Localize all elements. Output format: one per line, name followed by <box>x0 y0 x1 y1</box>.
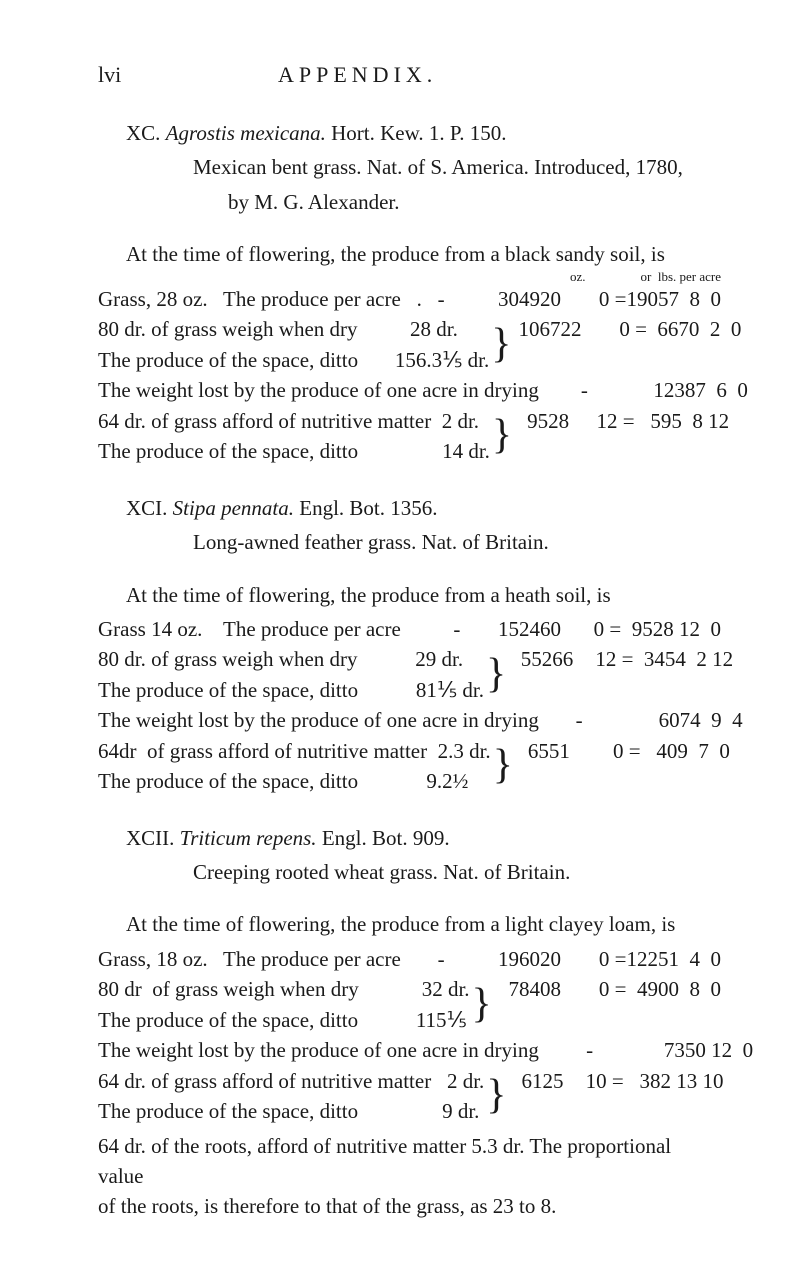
xci-r4b: The produce of the space, ditto 9.2½ <box>98 766 491 796</box>
xci-r2-oz: 55266 <box>508 644 573 674</box>
xci-heading: XCI. Stipa pennata. Engl. Bot. 1356. <box>98 493 721 523</box>
xci-r1-desc: Grass 14 oz. The produce per acre - <box>98 614 460 644</box>
xci-r4-group: 64dr of grass afford of nutritive matter… <box>98 736 515 797</box>
xcii-row1: Grass, 18 oz. The produce per acre - 196… <box>98 944 721 974</box>
xcii-r2a: 80 dr of grass weigh when dry 32 dr. <box>98 974 470 1004</box>
section-xci: XCI. Stipa pennata. Engl. Bot. 1356. Lon… <box>98 493 721 797</box>
xci-row3: The weight lost by the produce of one ac… <box>98 705 721 735</box>
xc-r1-tail: 0 =19057 8 0 <box>561 284 721 314</box>
xcii-r1-tail: 0 =12251 4 0 <box>561 944 721 974</box>
xc-r1-oz: 304920 <box>486 284 561 314</box>
brace-icon: } <box>489 326 513 364</box>
xcii-ref: Engl. Bot. 909. <box>322 826 450 850</box>
xcii-line2: Creeping rooted wheat grass. Nat. of Bri… <box>98 857 721 887</box>
xcii-heading: XCII. Triticum repens. Engl. Bot. 909. <box>98 823 721 853</box>
xcii-row4: 64 dr. of grass afford of nutritive matt… <box>98 1066 721 1127</box>
xc-row3: The weight lost by the produce of one ac… <box>98 375 721 405</box>
xcii-r4-oz: 6125 <box>508 1066 563 1096</box>
brace-icon: } <box>470 986 494 1024</box>
xci-r2-tail: 12 = 3454 2 12 <box>573 644 733 674</box>
xc-heading: XC. Agrostis mexicana. Hort. Kew. 1. P. … <box>98 118 721 148</box>
page: lvi APPENDIX. XC. Agrostis mexicana. Hor… <box>0 0 801 1288</box>
xcii-r3-tail: 7350 12 0 <box>593 1035 753 1065</box>
xcii-r2-oz: 78408 <box>496 974 561 1004</box>
xci-r3-desc: The weight lost by the produce of one ac… <box>98 705 583 735</box>
xc-r4b: The produce of the space, ditto 14 dr. <box>98 436 490 466</box>
xci-label: XCI. <box>126 496 167 520</box>
xc-name: Agrostis mexicana. <box>166 121 326 145</box>
xci-r2a: 80 dr. of grass weigh when dry 29 dr. <box>98 644 484 674</box>
xcii-intro: At the time of flowering, the produce fr… <box>98 909 721 939</box>
brace-icon: } <box>491 747 515 785</box>
xci-row1: Grass 14 oz. The produce per acre - 1524… <box>98 614 721 644</box>
xcii-r2-group: 80 dr of grass weigh when dry 32 dr. The… <box>98 974 494 1035</box>
xcii-row2: 80 dr of grass weigh when dry 32 dr. The… <box>98 974 721 1035</box>
xc-r4-oz: 9528 <box>514 406 569 436</box>
xcii-r4a: 64 dr. of grass afford of nutritive matt… <box>98 1066 484 1096</box>
xci-row2: 80 dr. of grass weigh when dry 29 dr. Th… <box>98 644 721 705</box>
xc-r4-tail: 12 = 595 8 12 <box>569 406 729 436</box>
xcii-row3: The weight lost by the produce of one ac… <box>98 1035 721 1065</box>
xci-name: Stipa pennata. <box>173 496 294 520</box>
xc-label: XC. <box>126 121 160 145</box>
xci-r2-group: 80 dr. of grass weigh when dry 29 dr. Th… <box>98 644 508 705</box>
xcii-foot1: 64 dr. of the roots, afford of nutritive… <box>98 1131 721 1192</box>
xc-r3-tail: 12387 6 0 <box>588 375 748 405</box>
xc-r4-group: 64 dr. of grass afford of nutritive matt… <box>98 406 514 467</box>
xc-r3-desc: The weight lost by the produce of one ac… <box>98 375 588 405</box>
xcii-r2b: The produce of the space, ditto 115⅕ <box>98 1005 470 1035</box>
xcii-r4-tail: 10 = 382 13 10 <box>563 1066 723 1096</box>
xci-r1-tail: 0 = 9528 12 0 <box>561 614 721 644</box>
xcii-foot2: of the roots, is therefore to that of th… <box>98 1191 721 1221</box>
xcii-r4-group: 64 dr. of grass afford of nutritive matt… <box>98 1066 508 1127</box>
xc-r2b: The produce of the space, ditto 156.3⅕ d… <box>98 345 489 375</box>
xci-intro: At the time of flowering, the produce fr… <box>98 580 721 610</box>
xci-r1-oz: 152460 <box>486 614 561 644</box>
page-title: APPENDIX. <box>278 62 437 88</box>
xc-r1-desc: Grass, 28 oz. The produce per acre . - <box>98 284 445 314</box>
brace-icon: } <box>484 1077 508 1115</box>
xc-row4: 64 dr. of grass afford of nutritive matt… <box>98 406 721 467</box>
xc-intro: At the time of flowering, the produce fr… <box>98 239 721 269</box>
xci-r4a: 64dr of grass afford of nutritive matter… <box>98 736 491 766</box>
brace-icon: } <box>490 417 514 455</box>
xcii-r1-desc: Grass, 18 oz. The produce per acre - <box>98 944 445 974</box>
xc-line3: by M. G. Alexander. <box>98 187 721 217</box>
xc-r2-tail: 0 = 6670 2 0 <box>581 314 741 344</box>
xc-row1: Grass, 28 oz. The produce per acre . - 3… <box>98 284 721 314</box>
brace-icon: } <box>484 656 508 694</box>
xci-row4: 64dr of grass afford of nutritive matter… <box>98 736 721 797</box>
xc-r2a: 80 dr. of grass weigh when dry 28 dr. <box>98 314 489 344</box>
xci-r4-tail: 0 = 409 7 0 <box>570 736 730 766</box>
xcii-r3-desc: The weight lost by the produce of one ac… <box>98 1035 593 1065</box>
xcii-r1-oz: 196020 <box>486 944 561 974</box>
xci-r4-oz: 6551 <box>515 736 570 766</box>
xc-ref: Hort. Kew. 1. P. 150. <box>331 121 506 145</box>
section-xc: XC. Agrostis mexicana. Hort. Kew. 1. P. … <box>98 118 721 467</box>
xci-ref: Engl. Bot. 1356. <box>299 496 437 520</box>
xc-r2-oz: 106722 <box>513 314 581 344</box>
xcii-label: XCII. <box>126 826 174 850</box>
xc-r4a: 64 dr. of grass afford of nutritive matt… <box>98 406 490 436</box>
xci-r3-tail: 6074 9 4 <box>583 705 743 735</box>
xc-r2-group: 80 dr. of grass weigh when dry 28 dr. Th… <box>98 314 513 375</box>
page-header: lvi APPENDIX. <box>98 62 721 88</box>
xcii-name: Triticum repens. <box>180 826 317 850</box>
xc-note-oz: oz. <box>570 270 586 284</box>
xcii-r2-tail: 0 = 4900 8 0 <box>561 974 721 1004</box>
xc-row2: 80 dr. of grass weigh when dry 28 dr. Th… <box>98 314 721 375</box>
xcii-r4b: The produce of the space, ditto 9 dr. <box>98 1096 484 1126</box>
xc-note-row: oz. or lbs. per acre <box>98 270 721 284</box>
xci-r2b: The produce of the space, ditto 81⅕ dr. <box>98 675 484 705</box>
xc-note-or: or lbs. per acre <box>641 270 722 284</box>
page-roman: lvi <box>98 62 278 88</box>
xc-line2: Mexican bent grass. Nat. of S. America. … <box>98 152 721 182</box>
xci-line2: Long-awned feather grass. Nat. of Britai… <box>98 527 721 557</box>
section-xcii: XCII. Triticum repens. Engl. Bot. 909. C… <box>98 823 721 1222</box>
